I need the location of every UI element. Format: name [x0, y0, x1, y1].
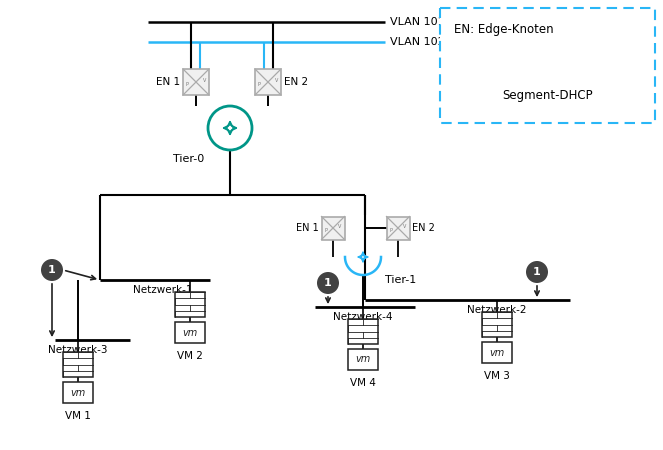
Text: P: P — [389, 228, 392, 233]
Bar — [255, 69, 281, 95]
Bar — [175, 322, 205, 343]
Text: VLAN 101: VLAN 101 — [390, 17, 445, 27]
Text: V: V — [203, 77, 206, 82]
Text: EN 1: EN 1 — [296, 223, 318, 233]
Text: EN 2: EN 2 — [284, 77, 308, 87]
Bar — [440, 8, 655, 123]
Text: EN 2: EN 2 — [412, 223, 436, 233]
Text: P: P — [258, 81, 261, 86]
Text: Segment-DHCP: Segment-DHCP — [502, 90, 593, 103]
Text: VM 4: VM 4 — [350, 378, 376, 388]
Bar — [482, 342, 512, 363]
Bar — [348, 319, 378, 344]
Text: 1: 1 — [324, 278, 332, 288]
Text: Netzwerk-1: Netzwerk-1 — [133, 285, 193, 295]
Bar — [63, 382, 93, 403]
Text: vm: vm — [182, 328, 198, 338]
Text: VLAN 102: VLAN 102 — [390, 37, 445, 47]
Text: V: V — [274, 77, 278, 82]
Text: vm: vm — [489, 347, 505, 357]
Circle shape — [526, 261, 548, 283]
Text: 1: 1 — [48, 265, 56, 275]
Text: vm: vm — [70, 387, 86, 397]
Text: Tier-0: Tier-0 — [173, 154, 204, 164]
Circle shape — [41, 259, 63, 281]
Text: V: V — [465, 66, 469, 71]
Text: V: V — [403, 224, 406, 229]
Text: VM 2: VM 2 — [177, 351, 203, 361]
Circle shape — [469, 85, 491, 107]
Text: Tier-1: Tier-1 — [385, 275, 416, 285]
Text: EN: Edge-Knoten: EN: Edge-Knoten — [454, 23, 554, 36]
Bar — [482, 312, 512, 337]
Text: VM 1: VM 1 — [65, 411, 91, 421]
Text: 1: 1 — [476, 91, 484, 101]
Bar — [175, 292, 205, 317]
Bar — [63, 352, 93, 377]
Text: V: V — [338, 224, 341, 229]
Text: EN 1: EN 1 — [156, 77, 180, 87]
Bar — [452, 60, 472, 80]
Text: Netzwerk-2: Netzwerk-2 — [467, 305, 526, 315]
Bar — [322, 216, 345, 239]
Text: P: P — [324, 228, 328, 233]
Text: vm: vm — [355, 355, 371, 365]
Text: Netzwerk-3: Netzwerk-3 — [48, 345, 108, 355]
Text: 1: 1 — [533, 267, 541, 277]
Bar — [387, 216, 410, 239]
Circle shape — [317, 272, 339, 294]
Bar — [348, 349, 378, 370]
Text: P: P — [455, 69, 458, 75]
Bar — [183, 69, 209, 95]
Text: VM 3: VM 3 — [484, 371, 510, 381]
Text: Netzwerk-4: Netzwerk-4 — [333, 312, 392, 322]
Text: P: P — [186, 81, 189, 86]
